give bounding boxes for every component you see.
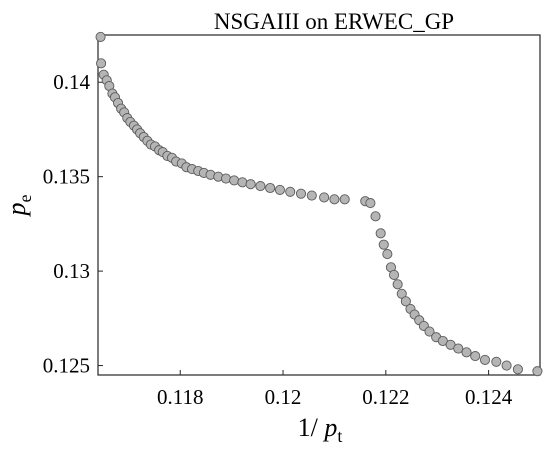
data-point (245, 179, 256, 190)
data-point (96, 58, 107, 69)
data-point (255, 181, 266, 192)
y-tick-label: 0.14 (53, 70, 90, 94)
data-point (370, 211, 381, 222)
data-point (400, 296, 411, 307)
data-point (491, 356, 502, 367)
data-point (479, 354, 491, 365)
x-axis-label-sub: t (337, 426, 342, 446)
data-point (365, 198, 376, 209)
x-axis-label-prefix: 1/ (298, 413, 325, 442)
data-point (453, 343, 464, 354)
data-point (388, 269, 400, 280)
data-point (306, 190, 317, 201)
x-tick-label: 0.124 (465, 385, 513, 409)
data-point (382, 249, 393, 260)
x-axis-label: 1/ pt (298, 413, 343, 446)
y-axis-label-var: p (2, 203, 31, 218)
data-point (237, 177, 248, 188)
x-tick-label: 0.12 (265, 385, 302, 409)
y-tick-label: 0.135 (43, 165, 90, 189)
data-point (329, 194, 340, 205)
y-axis-ticks: 0.125 0.13 0.135 0.14 (43, 70, 103, 378)
data-point (295, 188, 307, 199)
x-axis-ticks: 0.118 0.12 0.122 0.124 (157, 370, 513, 409)
y-tick-label: 0.125 (43, 354, 90, 378)
data-point (501, 360, 512, 371)
data-point (220, 173, 232, 184)
data-point (378, 239, 389, 250)
x-tick-label: 0.118 (157, 385, 203, 409)
data-points (95, 31, 543, 377)
data-point (265, 182, 276, 194)
y-tick-label: 0.13 (53, 259, 90, 283)
data-point (285, 186, 296, 197)
data-point (424, 326, 435, 337)
data-point (375, 228, 386, 239)
y-axis-label-sub: e (15, 195, 35, 203)
data-point (396, 288, 407, 299)
x-tick-label: 0.122 (362, 385, 409, 409)
data-point (470, 351, 481, 362)
data-point (461, 347, 472, 358)
data-point (95, 31, 106, 42)
data-point (392, 279, 403, 290)
data-point (229, 175, 240, 186)
y-axis-label: pe (2, 195, 35, 218)
data-point (319, 192, 330, 203)
x-axis-label-var: p (322, 413, 337, 442)
data-point (339, 194, 350, 205)
data-point (274, 184, 285, 195)
chart-title: NSGAIII on ERWEC_GP (214, 9, 454, 34)
plot-frame (97, 34, 541, 376)
plot-area (97, 34, 541, 376)
data-point (532, 366, 543, 377)
data-point (512, 364, 523, 375)
